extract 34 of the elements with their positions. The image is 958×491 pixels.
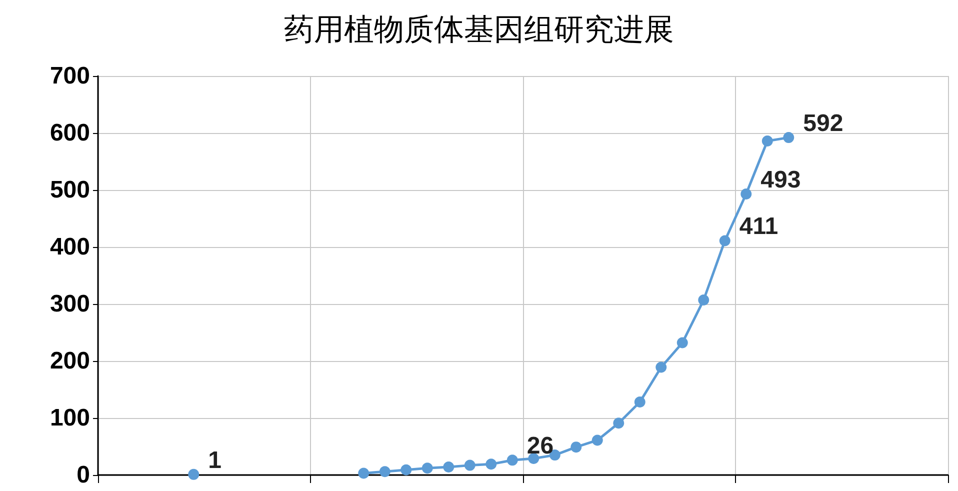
data-label: 493 [760,166,801,194]
y-tick-label: 400 [50,234,90,260]
y-tick-label: 600 [50,120,90,146]
data-label: 592 [803,110,844,138]
data-label: 26 [526,432,554,460]
point [719,235,730,246]
point [400,464,412,476]
y-tick-label: 300 [50,290,90,318]
point [506,454,518,466]
point [486,458,497,470]
point [676,337,688,348]
point [358,468,370,479]
point [656,362,667,373]
point [698,294,710,306]
point [422,462,433,474]
point [188,468,200,480]
point [740,188,752,200]
point [379,466,390,478]
data-label: 1 [208,446,222,474]
y-tick-label: 100 [50,404,90,432]
point [634,396,646,408]
point [613,418,624,429]
point [783,132,794,144]
point [464,460,476,471]
point [570,442,582,453]
data-label: 411 [739,213,778,240]
y-tick-label: 0 [76,462,90,488]
point [443,462,454,473]
y-tick-label: 200 [50,348,90,374]
point [592,434,603,446]
y-tick-label: 500 [50,176,90,204]
point [762,135,773,146]
chart-title: 药用植物质体基因组研究进展 [284,12,674,48]
y-tick-label: 700 [50,62,90,90]
